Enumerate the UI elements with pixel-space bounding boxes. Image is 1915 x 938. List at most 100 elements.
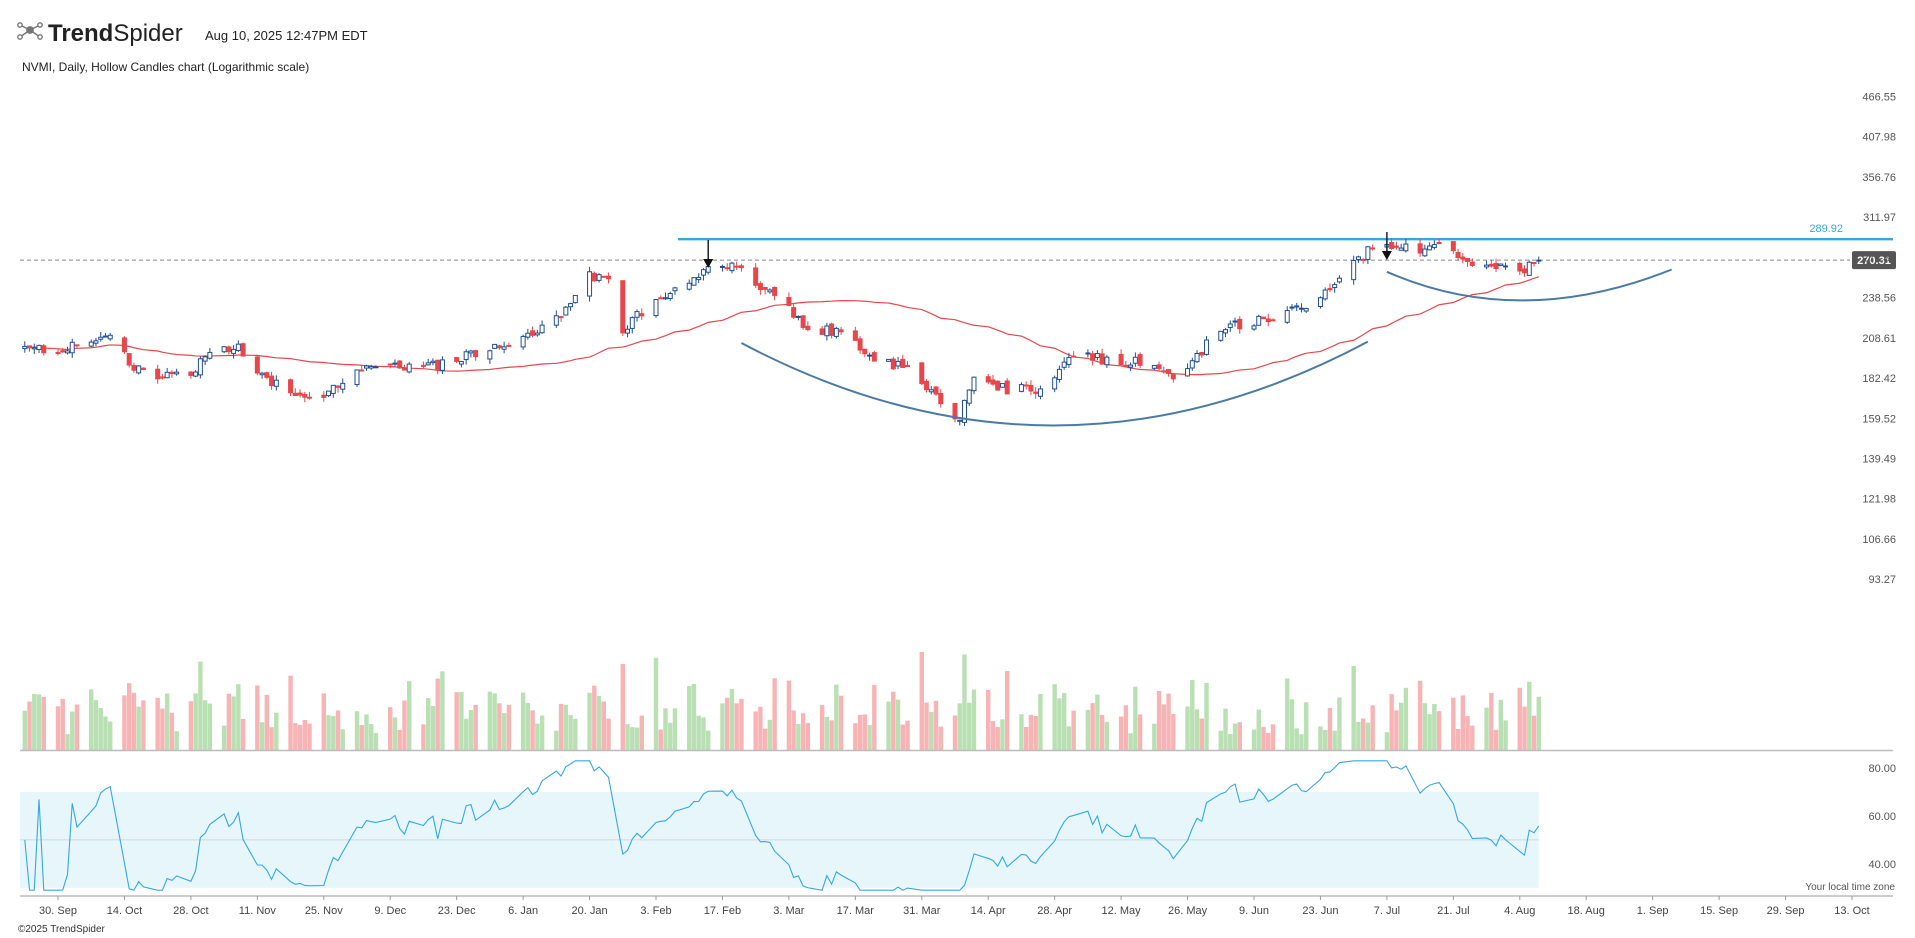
candle-body — [1427, 245, 1433, 251]
volume-bar — [1489, 692, 1494, 750]
x-axis-tick-label: 21. Jul — [1437, 905, 1469, 917]
candle-body — [1018, 384, 1024, 392]
volume-bar — [872, 684, 877, 750]
volume-bar — [753, 711, 758, 750]
volume-bar — [1493, 729, 1499, 750]
candle — [1389, 238, 1395, 251]
volume-bar — [1460, 695, 1466, 750]
volume-bar — [829, 720, 834, 750]
candle — [226, 345, 232, 355]
volume-bar — [767, 719, 773, 750]
volume-bar — [1066, 726, 1072, 750]
x-axis-tick-label: 17. Mar — [837, 905, 875, 917]
candle — [269, 371, 275, 390]
candle-body — [1023, 384, 1029, 387]
candle — [719, 264, 725, 272]
candle — [273, 375, 279, 391]
candle — [530, 326, 536, 338]
volume-bar — [1095, 694, 1100, 750]
candle-body — [1327, 287, 1333, 291]
candle — [93, 337, 99, 347]
volume-bar — [321, 693, 326, 750]
candle — [625, 325, 631, 338]
candle-body — [596, 274, 602, 281]
volume-bar — [440, 671, 445, 750]
candle — [330, 384, 336, 398]
candle-body — [98, 336, 104, 340]
candle-body — [862, 348, 868, 355]
volume-bar — [392, 717, 398, 750]
candle — [1469, 258, 1475, 268]
candle-body — [496, 345, 502, 349]
candle — [1260, 316, 1266, 320]
volume-bar — [1398, 702, 1404, 750]
candle-body — [363, 365, 369, 369]
candle-body — [753, 267, 759, 286]
candle-body — [1517, 262, 1523, 272]
x-axis-tick-label: 1. Sep — [1637, 905, 1669, 917]
candle — [420, 361, 426, 368]
candle-body — [155, 368, 161, 380]
volume-bar — [1427, 714, 1432, 750]
x-axis-tick-label: 3. Feb — [640, 905, 671, 917]
candle — [525, 328, 531, 340]
price-axis-tick-label: 106.66 — [1862, 534, 1896, 546]
candle — [1427, 242, 1433, 251]
candle — [838, 326, 844, 335]
volume-bar — [701, 717, 706, 750]
candle — [1526, 260, 1532, 276]
volume-bar — [55, 706, 61, 750]
candle-body — [1061, 361, 1067, 368]
candle-body — [1151, 364, 1157, 369]
price-axis-tick-label: 121.98 — [1862, 494, 1896, 506]
volume-bar — [1322, 729, 1328, 750]
volume-bar — [762, 728, 768, 750]
candle — [197, 356, 203, 379]
candle — [966, 389, 972, 407]
candle-body — [259, 372, 265, 376]
candle-body — [1137, 354, 1143, 366]
volume-bar — [891, 691, 896, 750]
candle-body — [131, 365, 137, 371]
x-axis-tick-label: 23. Dec — [438, 905, 476, 917]
candle-body — [1132, 356, 1138, 364]
candle — [601, 275, 607, 278]
x-axis-tick-label: 29. Sep — [1767, 905, 1805, 917]
candle — [107, 332, 113, 341]
candle-body — [226, 346, 232, 353]
candle-body — [254, 356, 260, 374]
candle-body — [136, 365, 142, 374]
candle — [1289, 304, 1295, 311]
candle — [207, 348, 213, 360]
candle-body — [1161, 370, 1167, 373]
candle-body — [1317, 297, 1323, 308]
candle-body — [1298, 307, 1304, 310]
candle — [938, 389, 944, 408]
candle — [1450, 241, 1456, 254]
candle — [1517, 261, 1523, 275]
candle-body — [1251, 325, 1257, 330]
candle — [1137, 352, 1143, 368]
candle — [335, 385, 341, 393]
candle-body — [107, 334, 113, 340]
candle — [729, 261, 735, 274]
candle-body — [264, 372, 270, 378]
candle — [791, 304, 797, 319]
candle — [824, 322, 830, 341]
volume-bar — [563, 704, 569, 750]
candle-body — [387, 363, 393, 366]
candle — [169, 370, 175, 378]
candle-body — [924, 380, 930, 391]
volume-bar — [691, 683, 697, 750]
candle — [326, 390, 332, 398]
candle — [155, 364, 161, 384]
candle — [1104, 355, 1110, 368]
candle-body — [1536, 259, 1542, 262]
chart-subtitle: NVMI, Daily, Hollow Candles chart (Logar… — [22, 60, 310, 74]
candle-body — [1498, 263, 1504, 267]
x-axis-tick-label: 6. Jan — [508, 905, 538, 917]
candle — [1123, 360, 1129, 367]
candle-body — [1071, 355, 1077, 358]
